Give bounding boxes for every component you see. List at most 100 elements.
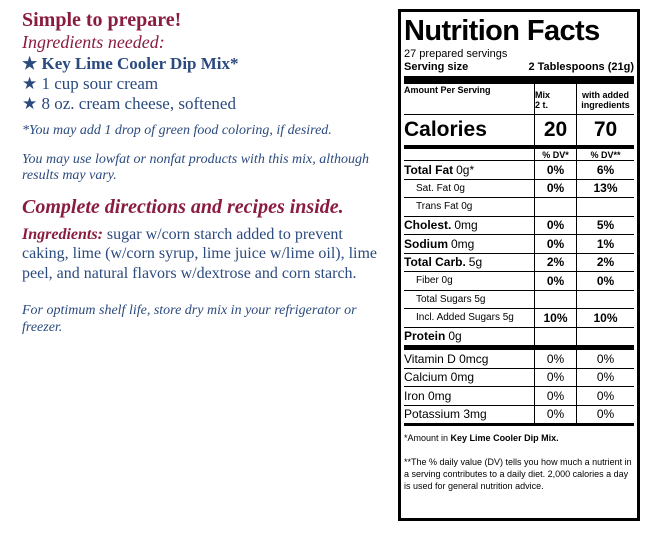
nutrient-label: Sat. Fat 0g bbox=[404, 180, 534, 198]
nutrient-name: Iron 0mg bbox=[404, 388, 452, 403]
nutrient-row: Potassium 3mg 0% 0% bbox=[404, 405, 634, 424]
footnote: *Amount in Key Lime Cooler Dip Mix. bbox=[404, 432, 634, 444]
nutrient-label: Fiber 0g bbox=[404, 272, 534, 290]
nutrient-name: Potassium 3mg bbox=[404, 407, 487, 422]
nutrient-amount: 0g* bbox=[456, 162, 475, 177]
nutrient-row: Incl. Added Sugars 5g 10% 10% bbox=[404, 309, 634, 328]
serving-size-label: Serving size bbox=[404, 61, 469, 73]
dv-added: % DV** bbox=[576, 149, 634, 160]
nutrient-row: Cholest. 0mg 0% 5% bbox=[404, 216, 634, 235]
ingredients: Ingredients: sugar w/corn starch added t… bbox=[22, 225, 392, 283]
storage: For optimum shelf life, store dry mix in… bbox=[22, 302, 357, 335]
footnote: **The % daily value (DV) tells you how m… bbox=[404, 457, 632, 491]
col-mix: Mix 2 t. bbox=[534, 83, 576, 115]
nutrient-label: Total Carb. 5g bbox=[404, 254, 534, 272]
footnote-start: *Amount in bbox=[404, 433, 449, 443]
panel-title: Nutrition Facts bbox=[404, 15, 600, 47]
dv-mix: 0% bbox=[534, 216, 576, 234]
note: *You may add 1 drop of green food colori… bbox=[22, 122, 332, 138]
nutrient-label: Sodium 0mg bbox=[404, 235, 534, 253]
dv-mix: 0% bbox=[534, 350, 576, 368]
nutrient-label: Trans Fat 0g bbox=[404, 198, 534, 216]
dv-added: 0% bbox=[576, 368, 634, 386]
nutrient-label: Vitamin D 0mcg bbox=[404, 350, 534, 368]
instructions: Simple to prepare! Ingredients needed: ★… bbox=[22, 8, 392, 336]
nutrient-name: Calcium 0mg bbox=[404, 370, 475, 385]
dv-added: 6% bbox=[576, 161, 634, 179]
nutrient-name: Sat. Fat 0g bbox=[416, 182, 465, 194]
dv-added bbox=[576, 198, 634, 216]
needed-item: ★ 1 cup sour cream bbox=[22, 73, 159, 93]
header-row: Amount Per Serving Mix 2 t. with added in… bbox=[404, 83, 634, 115]
rule bbox=[404, 146, 634, 149]
nutrient-label: Iron 0mg bbox=[404, 387, 534, 405]
dv-mix: 0% bbox=[534, 235, 576, 253]
dv-mix bbox=[534, 198, 576, 216]
nutrient-name: Protein bbox=[404, 329, 446, 344]
dv-mix bbox=[534, 327, 576, 345]
nutrient-label: Total Sugars 5g bbox=[404, 291, 534, 309]
nutrient-amount: 0g bbox=[448, 329, 462, 344]
footnote-product: Key Lime Cooler Dip Mix. bbox=[450, 433, 559, 443]
nutrient-name: Total Sugars 5g bbox=[416, 293, 486, 305]
nutrient-name: Total Carb. bbox=[404, 255, 466, 270]
nutrient-rows: Total Fat 0g* 0% 6% Sat. Fat 0g 0% 13% Trans Fa… bbox=[404, 161, 634, 345]
vitamin-rows: Vitamin D 0mcg 0% 0% Calcium 0mg 0% 0% Iron 0m… bbox=[404, 350, 634, 423]
rule bbox=[404, 76, 634, 84]
dv-added: 0% bbox=[576, 387, 634, 405]
nutrient-row: Calcium 0mg 0% 0% bbox=[404, 368, 634, 387]
nutrient-row: Total Carb. 5g 2% 2% bbox=[404, 253, 634, 272]
nutrient-label: Incl. Added Sugars 5g bbox=[404, 309, 534, 327]
nutrient-label: Protein 0g bbox=[404, 328, 534, 346]
dv-mix: 0% bbox=[534, 368, 576, 386]
nutrient-row: Protein 0g bbox=[404, 327, 634, 346]
dv-added bbox=[576, 290, 634, 308]
dv-added bbox=[576, 327, 634, 345]
nutrient-row: Vitamin D 0mcg 0% 0% bbox=[404, 350, 634, 369]
dv-row: % DV* % DV** bbox=[404, 149, 634, 161]
dv-mix: 0% bbox=[534, 272, 576, 290]
dv-added: 0% bbox=[576, 405, 634, 423]
nutrient-row: Fiber 0g 0% 0% bbox=[404, 272, 634, 291]
nutrient-name: Vitamin D 0mcg bbox=[404, 351, 489, 366]
nutrient-name: Sodium bbox=[404, 236, 448, 251]
serving-size-value: 2 Tablespoons (21g) bbox=[528, 61, 634, 73]
calories-added: 70 bbox=[576, 115, 634, 145]
dv-mix: 0% bbox=[534, 161, 576, 179]
nutrient-name: Total Fat bbox=[404, 162, 454, 177]
dv-mix bbox=[534, 290, 576, 308]
dv-added: 0% bbox=[576, 272, 634, 290]
rule bbox=[404, 345, 634, 350]
ingredients-label: Ingredients: bbox=[22, 226, 103, 244]
nutrient-row: Trans Fat 0g bbox=[404, 198, 634, 217]
dv-added: 0% bbox=[576, 350, 634, 368]
nutrition-panel: Nutrition Facts 27 prepared servings Ser… bbox=[398, 9, 640, 521]
dv-mix: 0% bbox=[534, 179, 576, 197]
serving-size: Serving size 2 Tablespoons (21g) bbox=[404, 61, 634, 74]
needed-item: ★ Key Lime Cooler Dip Mix* bbox=[22, 53, 239, 73]
dv-added: 5% bbox=[576, 216, 634, 234]
nutrient-row: Sodium 0mg 0% 1% bbox=[404, 235, 634, 254]
amount-per-serving: Amount Per Serving bbox=[404, 85, 491, 95]
heading: Simple to prepare! bbox=[22, 9, 182, 31]
nutrient-amount: 5g bbox=[468, 255, 483, 270]
nutrient-row: Total Sugars 5g bbox=[404, 290, 634, 309]
nutrient-name: Trans Fat 0g bbox=[416, 201, 473, 213]
dv-added: 1% bbox=[576, 235, 634, 253]
col-mix-label: Mix bbox=[535, 90, 551, 100]
col-mix-amount: 2 t. bbox=[535, 100, 549, 110]
nutrient-label: Potassium 3mg bbox=[404, 406, 534, 424]
dv-mix: 0% bbox=[534, 387, 576, 405]
col-added: with added ingredients bbox=[576, 83, 634, 115]
nutrient-label: Cholest. 0mg bbox=[404, 217, 534, 235]
ingredients-text: sugar w/corn starch added to prevent cak… bbox=[22, 226, 378, 282]
nutrient-amount: 0mg bbox=[454, 218, 478, 233]
nutrient-row: Total Fat 0g* 0% 6% bbox=[404, 161, 634, 180]
directions: Complete directions and recipes inside. bbox=[22, 196, 344, 219]
nutrient-name: Cholest. bbox=[404, 218, 452, 233]
nutrient-name: Fiber 0g bbox=[416, 275, 453, 287]
rule bbox=[404, 423, 634, 426]
calories-row: Calories 20 70 bbox=[404, 115, 634, 146]
nutrient-row: Iron 0mg 0% 0% bbox=[404, 387, 634, 406]
